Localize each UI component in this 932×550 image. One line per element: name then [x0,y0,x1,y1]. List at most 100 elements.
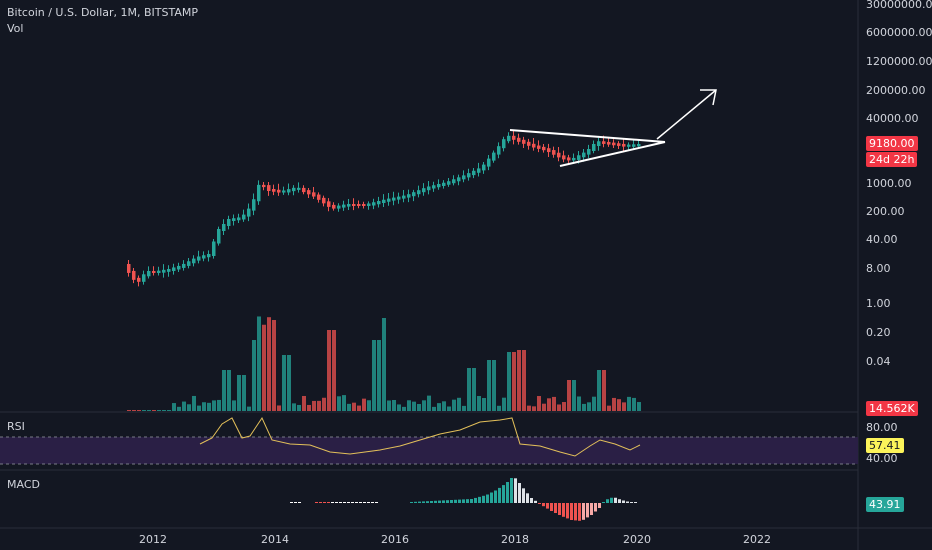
volume-bar [132,410,136,411]
volume-bar [252,340,256,411]
volume-bar [487,360,491,411]
macd-bar [446,500,449,503]
candle [562,155,566,160]
macd-bar [590,503,593,515]
volume-bar [322,397,326,411]
candle [447,181,451,185]
candle [442,182,446,186]
candle [177,265,181,270]
candle [427,186,431,191]
macd-bar [522,488,525,503]
volume-bar [267,317,271,411]
volume-bar [377,340,381,411]
candle [452,179,456,184]
volume-bar [352,402,356,411]
candle [352,204,356,206]
volume-bar [462,405,466,411]
candle [522,139,526,144]
volume-bar [162,410,166,411]
volume-bar [272,320,276,411]
candle [487,158,491,167]
rsi-line [199,416,641,457]
volume-bar [587,402,591,411]
candle [202,255,206,259]
volume-bar [357,405,361,411]
macd-bar [290,502,293,503]
trendline-drawings[interactable] [509,89,717,167]
candle [277,189,281,193]
macd-bar [426,501,429,503]
candle [577,155,581,160]
macd-bar [434,500,437,503]
last-price-badge: 9180.00 [866,136,918,151]
candle [462,175,466,180]
macd-bar [339,502,342,503]
volume-legend[interactable]: Vol [7,22,24,35]
candle [512,135,516,140]
time-axis[interactable]: 2012 2014 2016 2018 2020 2022 [139,533,771,546]
candle [222,224,226,231]
macd-bar [294,502,297,503]
volume-bar [602,370,606,411]
volume-bar [217,399,221,411]
volume-bar [232,400,236,411]
candle [152,271,156,273]
macd-bar [359,502,362,503]
rsi-tick-80: 80.00 [866,421,898,434]
candle [607,141,611,145]
price-tick: 0.20 [866,326,891,339]
price-tick: 1000.00 [866,177,912,190]
candle [262,184,266,188]
macd-bar [494,490,497,503]
macd-bar [323,502,326,503]
candle [307,190,311,195]
macd-bar [466,499,469,503]
macd-bar [458,499,461,503]
volume-bar [557,404,561,411]
upper-trendline[interactable] [509,129,666,143]
volume-bar [212,400,216,411]
candle [317,194,321,200]
macd-bar [298,502,301,503]
candle [282,190,286,193]
candle [167,269,171,272]
macd-bar [542,503,545,507]
breakout-arrow-shaft[interactable] [656,89,717,140]
candle [417,190,421,195]
volume-bar [262,324,266,411]
candle [632,144,636,147]
price-axis[interactable]: 30000000.00 6000000.00 1200000.00 200000.00… [866,0,932,368]
macd-bar [414,501,417,503]
candle [412,192,416,197]
volume-bar [342,395,346,411]
macd-bar [319,502,322,503]
volume-bar [457,397,461,411]
volume-bar [532,406,536,411]
candle [382,199,386,203]
macd-value-badge: 43.91 [866,497,904,512]
macd-histogram [290,478,637,521]
macd-bar [626,501,629,503]
macd-bar [554,503,557,513]
volume-bar [242,375,246,411]
volume-bar [542,403,546,411]
candle [507,135,511,142]
candle [457,177,461,182]
candle [572,157,576,161]
volume-bar [372,340,376,411]
price-pane[interactable] [127,130,641,287]
candle [392,197,396,201]
candle [542,146,546,151]
lower-trendline[interactable] [559,141,666,167]
candle [227,219,231,226]
volume-bar [277,405,281,411]
macd-bar [598,503,601,508]
candle [257,184,261,202]
macd-bar [418,501,421,503]
symbol-title[interactable]: Bitcoin / U.S. Dollar, 1M, BITSTAMP [7,6,199,19]
price-tick: 8.00 [866,262,891,275]
volume-bar [497,405,501,411]
volume-bar [172,403,176,411]
volume-bar [167,410,171,411]
